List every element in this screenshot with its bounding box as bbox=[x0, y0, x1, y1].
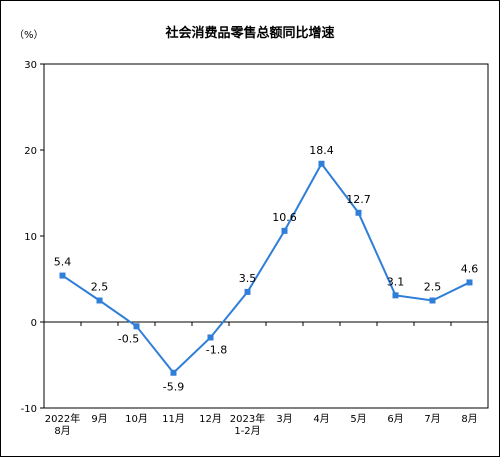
data-label: 3.5 bbox=[239, 272, 257, 285]
data-point bbox=[207, 334, 214, 341]
y-tick-label: 10 bbox=[24, 232, 37, 243]
data-label: 3.1 bbox=[387, 275, 405, 288]
plot-area bbox=[43, 63, 489, 409]
data-label: 2.5 bbox=[424, 281, 442, 294]
y-axis-unit: （%） bbox=[14, 30, 44, 41]
x-tick-label: 3月 bbox=[276, 413, 292, 425]
y-tick-label: 20 bbox=[24, 146, 37, 157]
data-label: 10.6 bbox=[272, 211, 297, 224]
y-tick-label: -10 bbox=[21, 404, 37, 415]
x-tick-label: 7月 bbox=[424, 413, 440, 425]
data-label: 18.4 bbox=[309, 144, 334, 157]
data-point bbox=[392, 292, 399, 299]
x-tick-label: 2022年 bbox=[45, 412, 80, 425]
x-tick-label: 4月 bbox=[313, 413, 329, 425]
data-label: 2.5 bbox=[91, 281, 109, 294]
x-tick-label: 10月 bbox=[125, 413, 148, 425]
data-point bbox=[355, 209, 362, 216]
data-point bbox=[96, 297, 103, 304]
data-label: 4.6 bbox=[461, 262, 479, 275]
data-point bbox=[429, 297, 436, 304]
data-point bbox=[170, 369, 177, 376]
data-point bbox=[133, 323, 140, 330]
data-label: -5.9 bbox=[163, 381, 184, 394]
data-point bbox=[281, 227, 288, 234]
x-tick-label: 2023年 bbox=[230, 412, 265, 425]
data-label: -0.5 bbox=[118, 332, 139, 345]
x-tick-label: 9月 bbox=[91, 413, 107, 425]
x-tick-label: 5月 bbox=[350, 413, 366, 425]
x-tick-label: 6月 bbox=[387, 413, 403, 425]
x-tick-label: 12月 bbox=[199, 413, 222, 425]
series-line bbox=[61, 161, 470, 375]
data-label: 5.4 bbox=[54, 256, 72, 269]
data-point bbox=[244, 288, 251, 295]
data-point bbox=[466, 279, 473, 286]
x-tick-label: 8月 bbox=[54, 425, 70, 437]
y-tick-label: 0 bbox=[31, 318, 37, 329]
y-tick-label: 30 bbox=[24, 60, 37, 71]
x-tick-label: 11月 bbox=[162, 413, 185, 425]
data-point bbox=[59, 272, 66, 279]
data-label: -1.8 bbox=[206, 343, 227, 356]
data-point bbox=[318, 160, 325, 167]
data-label: 12.7 bbox=[346, 193, 371, 206]
x-tick-label: 1-2月 bbox=[234, 425, 260, 437]
x-tick-label: 8月 bbox=[461, 413, 477, 425]
chart-title: 社会消费品零售总额同比增速 bbox=[165, 26, 335, 41]
